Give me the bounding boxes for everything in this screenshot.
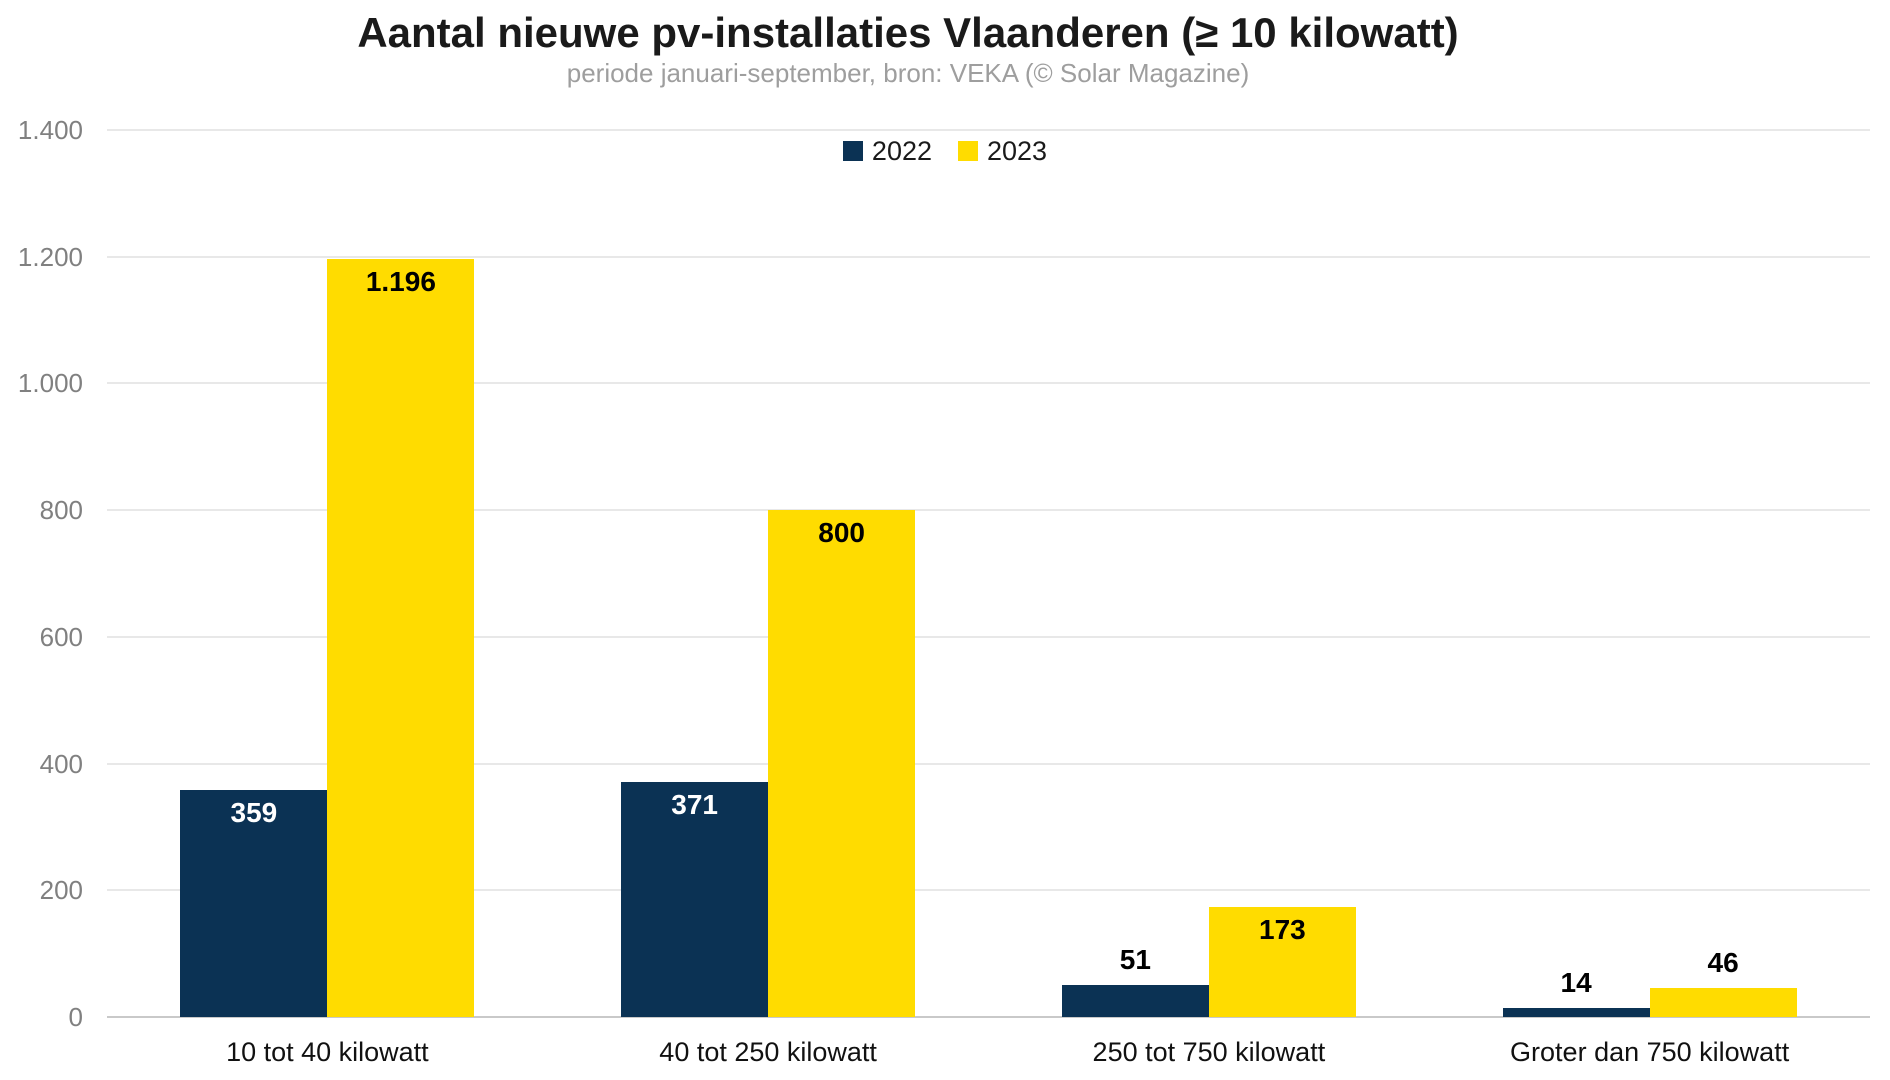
- bar-2023-category-0[interactable]: [327, 259, 475, 1017]
- bar-value-label-2023-category-1: 800: [818, 517, 865, 549]
- y-tick-label-400: 400: [39, 748, 83, 779]
- legend-item-2022[interactable]: 2022: [842, 135, 932, 167]
- gridline-800: [107, 509, 1870, 512]
- legend-swatch-2022: [842, 141, 863, 161]
- gridline-0: [107, 1016, 1870, 1018]
- x-axis-label-1: 40 tot 250 kilowatt: [659, 1037, 877, 1067]
- bar-2022-category-0[interactable]: [180, 789, 328, 1017]
- legend: 2022 2023: [0, 134, 1890, 168]
- gridline-600: [107, 635, 1870, 638]
- gridline-1400: [107, 129, 1870, 131]
- bar-2022-category-3[interactable]: [1502, 1008, 1650, 1017]
- chart-title: Aantal nieuwe pv-installaties Vlaanderen…: [357, 9, 1459, 56]
- y-tick-label-800: 800: [39, 495, 83, 526]
- y-tick-label-1400: 1.400: [17, 115, 83, 145]
- x-axis-label-2: 250 tot 750 kilowatt: [1092, 1037, 1326, 1067]
- bar-value-label-2022-category-1: 371: [671, 788, 718, 820]
- bar-2023-category-3[interactable]: [1649, 987, 1797, 1017]
- chart-subtitle: periode januari-september, bron: VEKA (©…: [566, 58, 1250, 88]
- legend-swatch-2023: [958, 141, 978, 161]
- bar-2023-category-1[interactable]: [768, 510, 916, 1017]
- legend-label-2023: 2023: [987, 135, 1048, 166]
- bar-value-label-2022-category-2: 51: [1119, 943, 1151, 975]
- gridline-1200: [107, 255, 1870, 258]
- y-tick-label-0: 0: [68, 1002, 83, 1032]
- gridline-1000: [107, 382, 1870, 385]
- bar-2023-category-2[interactable]: [1208, 907, 1356, 1017]
- bar-2022-category-2[interactable]: [1061, 984, 1209, 1017]
- legend-label-2022: 2022: [871, 135, 932, 166]
- bar-value-label-2023-category-2: 173: [1259, 914, 1306, 946]
- gridline-400: [107, 762, 1870, 765]
- bar-value-label-2022-category-0: 359: [230, 796, 278, 828]
- legend-item-2023[interactable]: 2023: [958, 136, 1047, 167]
- y-tick-label-1000: 1.000: [17, 368, 83, 399]
- x-axis-label-3: Groter dan 750 kilowatt: [1510, 1037, 1790, 1067]
- gridline-200: [107, 889, 1870, 892]
- y-tick-label-200: 200: [39, 875, 83, 906]
- y-tick-label-600: 600: [39, 621, 83, 652]
- bar-value-label-2022-category-3: 14: [1560, 967, 1592, 999]
- bar-value-label-2023-category-0: 1.196: [365, 266, 436, 298]
- y-tick-label-1200: 1.200: [17, 241, 83, 272]
- bar-2022-category-1[interactable]: [621, 781, 769, 1017]
- x-axis-label-0: 10 tot 40 kilowatt: [226, 1037, 429, 1067]
- bar-value-label-2023-category-3: 46: [1707, 946, 1739, 978]
